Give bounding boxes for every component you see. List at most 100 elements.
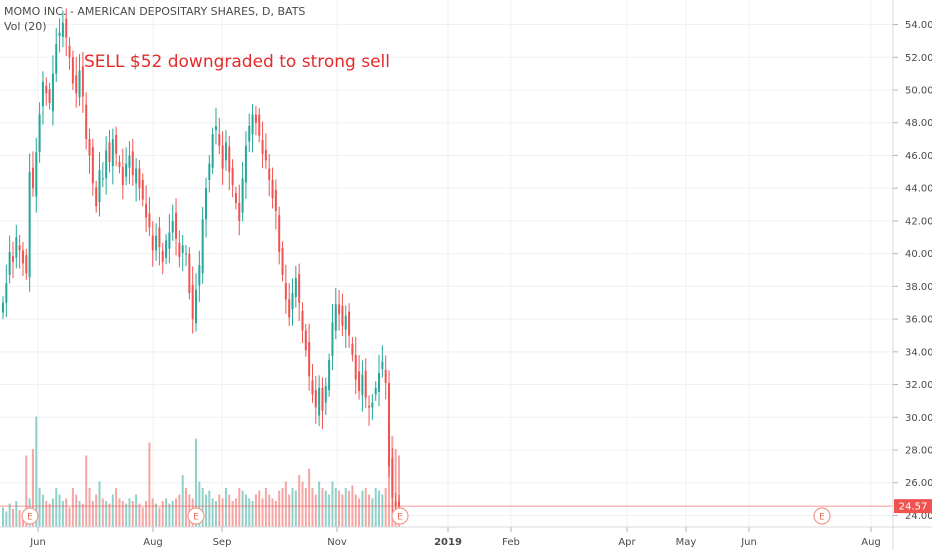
candle-body	[41, 81, 44, 107]
x-tick-label: Apr	[618, 537, 636, 548]
grid	[0, 0, 893, 527]
earnings-marker[interactable]: E	[391, 507, 409, 525]
volume-bar	[378, 490, 381, 527]
y-tick-label: 52.00	[905, 53, 932, 64]
candle-body	[188, 253, 191, 293]
x-tick-label: Feb	[502, 537, 520, 548]
candle-body	[115, 135, 118, 154]
candle-body	[234, 193, 237, 203]
candle-body	[244, 145, 247, 183]
candle-body	[181, 245, 184, 253]
candle-body	[131, 151, 134, 176]
symbol-title[interactable]: MOMO INC. - AMERICAN DEPOSITARY SHARES, …	[4, 5, 306, 18]
candle-body	[185, 253, 188, 255]
volume-bar	[151, 498, 154, 527]
candle-body	[394, 501, 397, 506]
last-price-label: 24.57	[899, 502, 928, 513]
earnings-marker-circle	[187, 507, 205, 525]
volume-bar	[8, 503, 11, 527]
candle-body	[204, 188, 207, 220]
candle-body	[278, 215, 281, 252]
volume-bar	[221, 498, 224, 527]
candle-body	[155, 235, 158, 251]
volume-bar	[168, 503, 171, 527]
candle-body	[118, 162, 121, 167]
candle-body	[284, 283, 287, 300]
y-tick-label: 26.00	[905, 478, 932, 489]
candle-body	[288, 299, 291, 318]
volume-bar	[204, 494, 207, 527]
candle-body	[108, 142, 111, 162]
candle-body	[8, 252, 11, 275]
candle-body	[398, 501, 400, 507]
candle-body	[78, 70, 81, 98]
volume-bar	[361, 490, 364, 527]
candle-body	[344, 315, 347, 330]
volume-bar	[118, 498, 121, 527]
candle-body	[148, 213, 151, 228]
y-tick-label: 24.00	[905, 511, 932, 522]
volume-bar	[214, 501, 217, 527]
volume-bar	[298, 475, 301, 527]
candle-body	[381, 361, 384, 369]
candle-body	[321, 387, 324, 411]
candle-body	[98, 170, 101, 203]
volume-bar	[101, 498, 104, 527]
volume-bar	[138, 503, 141, 527]
annotation-text[interactable]: SELL $52 downgraded to strong sell	[84, 52, 390, 72]
candle-body	[191, 284, 194, 320]
candle-body	[198, 265, 201, 286]
y-tick-label: 30.00	[905, 413, 932, 424]
candle-body	[2, 302, 4, 313]
volume-bar	[268, 494, 271, 527]
candle-body	[291, 292, 294, 310]
volume-bar	[254, 494, 257, 527]
volume-bar	[251, 501, 254, 527]
volume-bar	[178, 494, 181, 527]
candle-body	[314, 390, 317, 408]
earnings-marker[interactable]: E	[21, 507, 39, 525]
volume-bar	[88, 488, 91, 527]
candle-body	[358, 371, 361, 392]
candle-body	[158, 227, 161, 248]
candle-body	[281, 247, 284, 275]
candle-body	[101, 178, 104, 180]
candle-body	[261, 139, 264, 154]
candle-body	[298, 274, 301, 303]
candle-body	[308, 342, 311, 377]
volume-bar	[354, 494, 357, 527]
volume-indicator-label[interactable]: Vol (20)	[4, 20, 47, 33]
volume-bar	[105, 501, 108, 527]
volume-bar	[288, 494, 291, 527]
earnings-marker[interactable]: E	[187, 507, 205, 525]
y-tick-label: 50.00	[905, 86, 932, 97]
volume-bar	[131, 501, 134, 527]
volume-bar	[348, 490, 351, 527]
volume-bar	[384, 488, 387, 527]
candle-body	[88, 139, 91, 156]
volume-bar	[11, 508, 14, 527]
volume-bar	[41, 494, 44, 527]
candle-body	[5, 283, 8, 303]
y-tick-label: 32.00	[905, 380, 932, 391]
y-tick-label: 48.00	[905, 118, 932, 129]
candle-body	[81, 66, 84, 97]
candle-body	[168, 232, 171, 249]
earnings-marker-circle	[391, 507, 409, 525]
volume-bar	[81, 503, 84, 527]
x-tick-label: Nov	[327, 537, 347, 548]
earnings-marker[interactable]: E	[813, 507, 831, 525]
x-tick-label: Sep	[213, 537, 232, 548]
candle-body	[371, 402, 374, 408]
candle-body	[105, 150, 108, 179]
candle-body	[201, 219, 204, 274]
candle-body	[274, 189, 277, 212]
volume-bar	[294, 490, 297, 527]
candle-body	[21, 250, 24, 264]
volume-bar	[311, 488, 314, 527]
earnings-marker-circle	[813, 507, 831, 525]
volume-bar	[108, 503, 111, 527]
